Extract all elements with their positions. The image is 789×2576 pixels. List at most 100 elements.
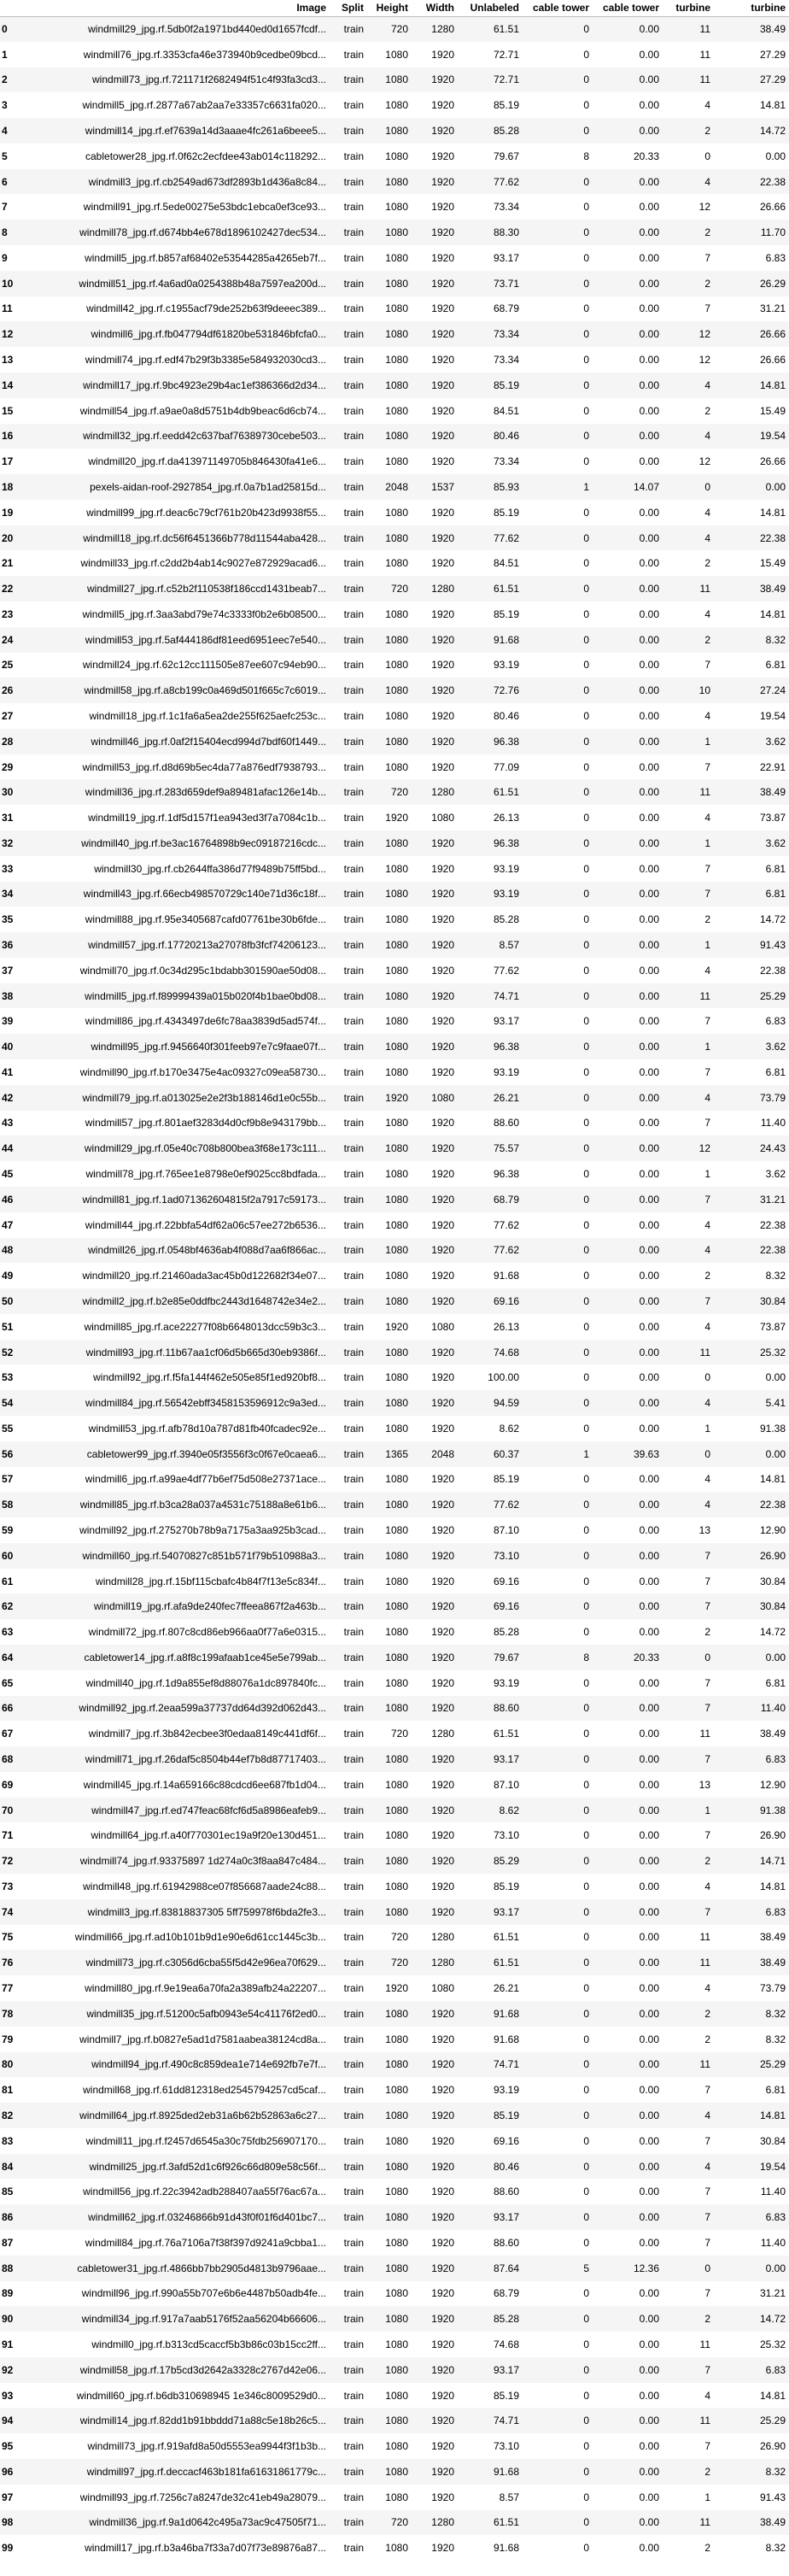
turbine-pct-cell: 26.90 [759,1549,786,1562]
turbine-pct-cell: 73.79 [759,1982,786,1995]
split-cell: train [343,1549,364,1562]
width-cell: 1920 [431,2033,454,2045]
table-row: 18 pexels-aidan-roof-2927854_jpg.rf.0a7b1… [0,474,789,500]
cable-tower-pct-cell: 0.00 [639,939,659,952]
image-cell: cabletower31_jpg.rf.4866bb7bb2905d4813b9… [77,2262,326,2274]
unlabeled-cell: 73.10 [493,1829,519,1842]
turbine-pct-cell: 27.29 [759,48,786,61]
cable-tower-count-cell: 0 [583,1422,589,1435]
image-cell: windmill5_jpg.rf.b857af68402e53544285a42… [85,251,326,264]
cable-tower-count-cell: 0 [583,1549,589,1562]
row-index: 64 [2,1651,14,1664]
unlabeled-cell: 91.68 [493,2542,519,2555]
unlabeled-cell: 80.46 [493,430,519,443]
turbine-count-cell: 1 [704,2491,710,2503]
cable-tower-pct-cell: 0.00 [639,1473,659,1486]
unlabeled-cell: 85.93 [493,480,519,493]
unlabeled-cell: 61.51 [493,1957,519,1969]
width-cell: 1920 [431,1371,454,1384]
width-cell: 1920 [431,2109,454,2121]
cable-tower-pct-cell: 0.00 [639,2415,659,2427]
cable-tower-count-cell: 0 [583,1931,589,1944]
image-cell: windmill78_jpg.rf.765ee1e8798e0ef9025cc8… [85,1168,326,1181]
width-cell: 1920 [431,1142,454,1155]
table-row: 86 windmill62_jpg.rf.03246866b91d43f0f01f… [0,2204,789,2230]
width-cell: 1920 [431,964,454,977]
turbine-count-cell: 7 [704,1575,710,1587]
cable-tower-count-cell: 0 [583,1728,589,1740]
row-index: 20 [2,531,14,544]
image-cell: windmill99_jpg.rf.deac6c79cf761b20b423d9… [86,506,326,519]
cable-tower-pct-cell: 0.00 [639,2134,659,2147]
turbine-count-cell: 4 [704,2160,710,2173]
turbine-count-cell: 7 [704,2084,710,2097]
height-cell: 1080 [385,73,408,86]
image-cell: windmill73_jpg.rf.919afd8a50d5553ea9944f… [87,2440,326,2453]
table-row: 38 windmill5_jpg.rf.f89999439a015b020f4b1… [0,983,789,1009]
cable-tower-count-cell: 0 [583,2516,589,2529]
cable-tower-pct-cell: 0.00 [639,557,659,570]
split-cell: train [343,1804,364,1816]
width-cell: 1920 [431,684,454,697]
unlabeled-cell: 72.71 [493,48,519,61]
height-cell: 1080 [385,989,408,1002]
cable-tower-count-cell: 0 [583,888,589,901]
turbine-pct-cell: 38.49 [759,583,786,596]
height-cell: 1080 [385,1346,408,1358]
cable-tower-count-cell: 0 [583,1982,589,1995]
row-index: 29 [2,760,14,773]
turbine-count-cell: 0 [704,1371,710,1384]
cable-tower-count-cell: 0 [583,1371,589,1384]
turbine-count-cell: 1 [704,1168,710,1181]
height-cell: 1080 [385,378,408,391]
row-index: 53 [2,1371,14,1384]
cable-tower-count-cell: 0 [583,201,589,214]
unlabeled-cell: 85.19 [493,2389,519,2402]
turbine-pct-cell: 19.54 [759,430,786,443]
height-cell: 1080 [385,2287,408,2300]
cable-tower-pct-cell: 0.00 [639,1218,659,1231]
cable-tower-pct-cell: 0.00 [639,1804,659,1816]
cable-tower-pct-cell: 0.00 [639,684,659,697]
table-row: 31 windmill19_jpg.rf.1df5d157f1ea943ed3f7… [0,805,789,830]
height-cell: 1080 [385,1371,408,1384]
turbine-count-cell: 12 [698,455,710,468]
width-cell: 1280 [431,1728,454,1740]
row-index: 27 [2,709,14,722]
cable-tower-count-cell: 0 [583,760,589,773]
width-cell: 1920 [431,836,454,849]
unlabeled-cell: 93.19 [493,1065,519,1078]
table-row: 64 cabletower14_jpg.rf.a8f8c199afaab1ce45… [0,1645,789,1670]
unlabeled-cell: 94.59 [493,1397,519,1410]
cable-tower-pct-cell: 0.00 [639,1600,659,1613]
turbine-count-cell: 7 [704,1753,710,1766]
height-cell: 1080 [385,2262,408,2274]
turbine-count-cell: 2 [704,1626,710,1639]
turbine-pct-cell: 14.72 [759,913,786,926]
height-cell: 1080 [385,2465,408,2478]
height-cell: 1080 [385,1753,408,1766]
image-cell: windmill51_jpg.rf.4a6ad0a0254388b48a7597… [79,277,326,290]
turbine-count-cell: 0 [704,1447,710,1460]
image-cell: windmill29_jpg.rf.5db0f2a1971bd440ed0d16… [88,23,326,36]
width-cell: 1920 [431,1270,454,1282]
turbine-count-cell: 7 [704,1905,710,1918]
height-cell: 1080 [385,150,408,162]
width-cell: 1920 [431,1499,454,1511]
height-cell: 720 [390,786,408,799]
cable-tower-pct-cell: 0.00 [639,964,659,977]
width-cell: 1920 [431,760,454,773]
image-cell: windmill48_jpg.rf.61942988ce07f856687aad… [83,1880,326,1892]
image-cell: windmill73_jpg.rf.721171f2682494f51c4f93… [92,73,326,86]
row-index: 37 [2,964,14,977]
cable-tower-pct-cell: 14.07 [633,480,659,493]
image-cell: windmill6_jpg.rf.fb047794df61820be531846… [91,328,326,341]
unlabeled-cell: 96.38 [493,1168,519,1181]
cable-tower-pct-cell: 20.33 [633,150,659,162]
table-row: 12 windmill6_jpg.rf.fb047794df61820be5318… [0,321,789,348]
width-cell: 1080 [431,1982,454,1995]
turbine-pct-cell: 30.84 [759,1294,786,1307]
cable-tower-pct-cell: 0.00 [639,2465,659,2478]
height-cell: 720 [390,1931,408,1944]
turbine-count-cell: 4 [704,1244,710,1257]
